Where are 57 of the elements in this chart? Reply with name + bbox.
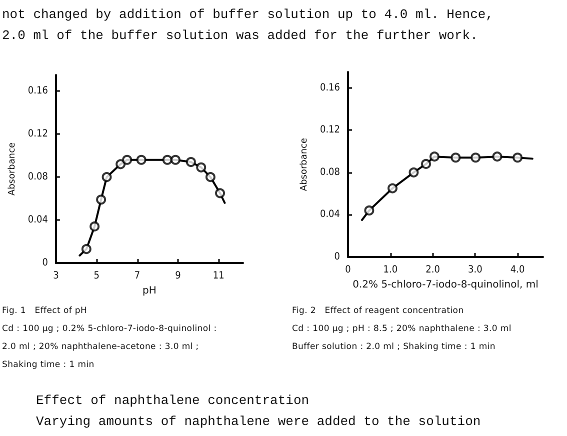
point <box>162 154 172 165</box>
point <box>421 158 431 169</box>
y-axis-title: Absorbance <box>300 137 310 192</box>
text: Shaking time : 1 min <box>2 359 96 372</box>
x-tick-label: 5 <box>94 270 100 282</box>
point <box>492 152 502 162</box>
y-tick-label: 0.12 <box>320 124 340 136</box>
x-tick-label: 4.0 <box>510 264 525 276</box>
point <box>215 188 226 198</box>
point <box>205 172 216 182</box>
x-tick-label: 0 <box>345 264 352 276</box>
y-axis-title: Absorbance <box>8 142 18 196</box>
point <box>81 244 92 254</box>
x-tick-label: 9 <box>175 270 182 282</box>
text: Fig. 1 Effect of pH <box>2 305 88 318</box>
point <box>388 183 398 194</box>
text: Buffer solution : 2.0 ml ; Shaking time : 1 min <box>292 341 496 354</box>
text: Effect of naphthalene concentration <box>36 392 310 410</box>
point <box>170 154 180 165</box>
x-tick-label: 3 <box>53 270 59 282</box>
text: 2.0 ml ; 20% naphthalene-acetone : 3.0 ml ; <box>2 341 200 354</box>
point <box>116 159 126 170</box>
point <box>408 167 419 178</box>
point <box>122 154 132 165</box>
point <box>512 152 523 163</box>
point <box>470 152 481 163</box>
point <box>429 152 440 162</box>
text: 2.0 ml of the buffer solution was added for the further work. <box>2 27 479 45</box>
text: not changed by addition of buffer solution up to 4.0 ml. Hence, <box>2 6 494 24</box>
y-tick-label: 0.08 <box>320 166 340 178</box>
y-tick-label: 0.04 <box>28 214 48 226</box>
y-tick-label: 0 <box>42 258 48 268</box>
y-tick-label: 0.16 <box>320 82 340 94</box>
x-tick-label: 2.0 <box>426 264 440 276</box>
point <box>96 194 106 205</box>
point <box>364 205 374 216</box>
y-tick-label: 0.08 <box>28 172 48 183</box>
point <box>450 152 461 163</box>
point <box>102 172 112 182</box>
y-tick-label: 0 <box>334 252 340 262</box>
x-axis-title: pH <box>142 285 156 296</box>
x-axis-title: 0.2% 5-chloro-7-iodo-8-quinolinol, ml <box>352 279 538 290</box>
y-tick-label: 0.04 <box>320 209 340 220</box>
x-tick-label: 1.0 <box>383 264 398 276</box>
x-tick-label: 11 <box>212 270 224 282</box>
point <box>136 154 146 165</box>
text: Fig. 2 Effect of reagent concentration <box>292 305 465 318</box>
text: Varying amounts of naphthalene were added to the solution <box>36 413 482 431</box>
y-tick-label: 0.16 <box>28 86 48 97</box>
point <box>186 157 196 168</box>
point <box>196 162 206 172</box>
x-tick-label: 3.0 <box>468 264 483 276</box>
text: Cd : 100 μg ; 0.2% 5-chloro-7-iodo-8-quinolinol : <box>2 323 218 336</box>
x-tick-label: 7 <box>134 270 140 282</box>
point <box>90 221 100 232</box>
y-tick-label: 0.12 <box>28 128 48 140</box>
text: Cd : 100 μg ; pH : 8.5 ; 20% naphthalene : 3.0 ml <box>292 323 512 336</box>
